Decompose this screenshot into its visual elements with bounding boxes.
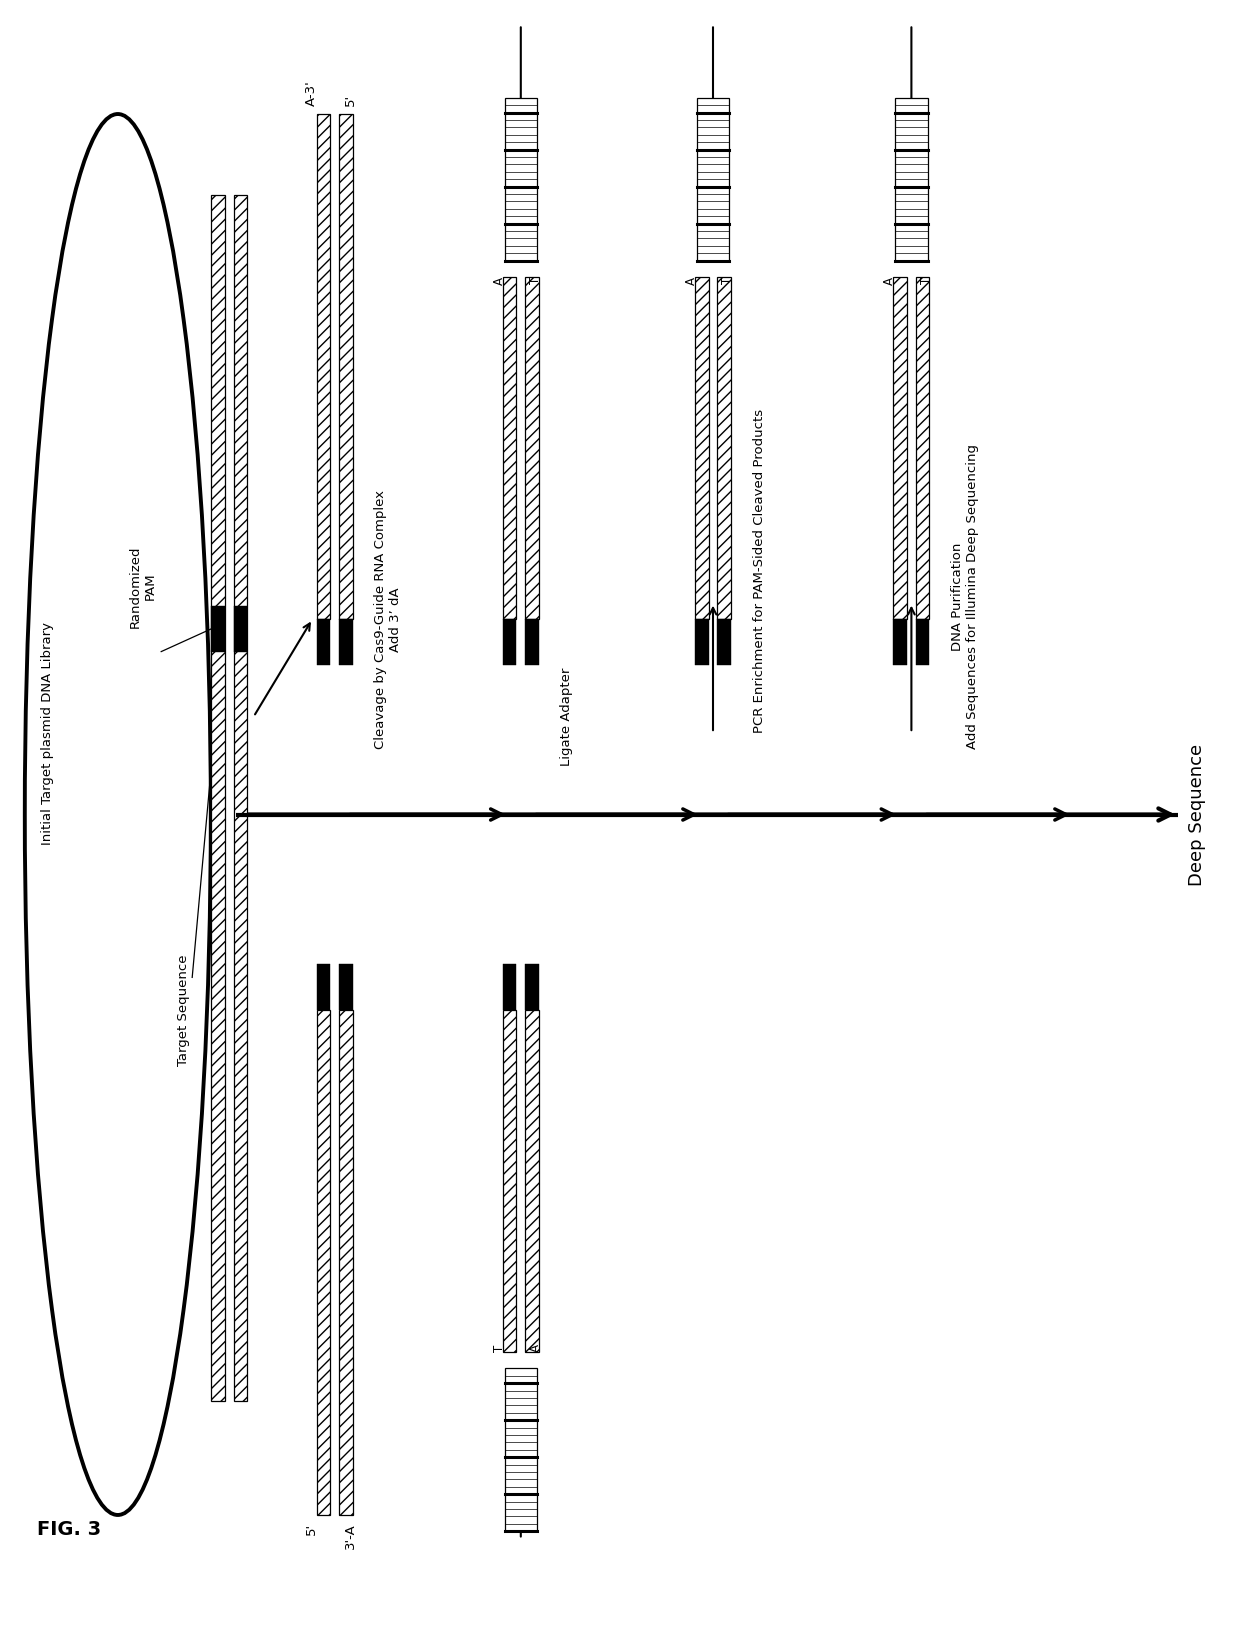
Text: T: T (920, 277, 932, 283)
Text: Ligate Adapter: Ligate Adapter (560, 668, 573, 766)
Text: Initial Target plasmid DNA Library: Initial Target plasmid DNA Library (41, 622, 53, 844)
Bar (233, 606, 248, 652)
Bar (503, 964, 516, 1010)
Bar (503, 619, 516, 665)
Bar (915, 277, 930, 619)
Bar (211, 195, 226, 1401)
Bar (717, 277, 730, 619)
Text: A: A (529, 1344, 542, 1352)
Text: T: T (529, 277, 542, 283)
Text: T: T (492, 1346, 506, 1352)
Bar (505, 1368, 537, 1531)
Bar (317, 619, 330, 665)
Bar (503, 277, 516, 619)
Text: A: A (684, 277, 698, 285)
Text: A: A (492, 277, 506, 285)
Text: Deep Sequence: Deep Sequence (1188, 743, 1205, 886)
Bar (505, 98, 537, 261)
Text: DNA Purification
Add Sequences for Illumina Deep Sequencing: DNA Purification Add Sequences for Illum… (951, 445, 980, 749)
Text: PCR Enrichment for PAM-Sided Cleaved Products: PCR Enrichment for PAM-Sided Cleaved Pro… (753, 409, 765, 733)
Bar (893, 619, 908, 665)
Text: FIG. 3: FIG. 3 (37, 1520, 102, 1539)
Bar (694, 619, 709, 665)
Bar (526, 277, 538, 619)
Text: 5': 5' (305, 1523, 319, 1535)
Bar (211, 606, 226, 652)
Bar (694, 277, 709, 619)
Bar (340, 964, 353, 1010)
Bar (317, 1010, 330, 1515)
Ellipse shape (25, 114, 211, 1515)
Bar (340, 619, 353, 665)
Bar (233, 195, 248, 1401)
Bar (526, 1010, 538, 1352)
Bar (915, 619, 930, 665)
Bar (717, 619, 730, 665)
Text: Target Sequence: Target Sequence (177, 955, 190, 1065)
Text: A-3': A-3' (305, 80, 319, 106)
Text: 3'-A: 3'-A (345, 1523, 357, 1549)
Text: 5': 5' (345, 94, 357, 106)
Bar (526, 964, 538, 1010)
Text: T: T (722, 277, 734, 283)
Bar (317, 964, 330, 1010)
Text: Cleavage by Cas9-Guide RNA Complex
Add 3’ dA: Cleavage by Cas9-Guide RNA Complex Add 3… (374, 490, 403, 749)
Bar (340, 114, 353, 619)
Bar (697, 98, 729, 261)
Bar (340, 1010, 353, 1515)
Text: A: A (883, 277, 897, 285)
Bar (503, 1010, 516, 1352)
Bar (317, 114, 330, 619)
Text: Randomized
PAM: Randomized PAM (129, 546, 156, 627)
Bar (893, 277, 908, 619)
Bar (526, 619, 538, 665)
Bar (895, 98, 928, 261)
